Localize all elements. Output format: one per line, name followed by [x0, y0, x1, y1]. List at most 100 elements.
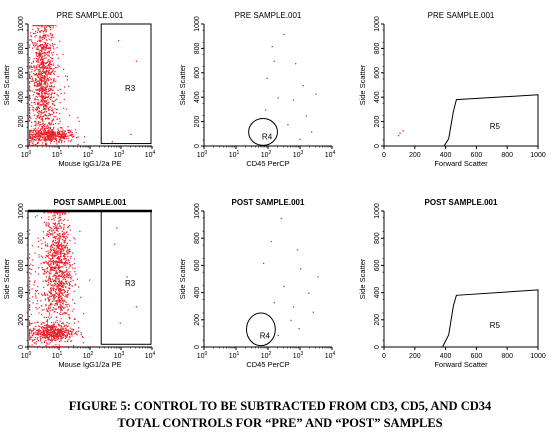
event-dot [29, 77, 31, 79]
event-dot [39, 56, 41, 58]
event-dot [58, 281, 60, 283]
event-dot [50, 94, 52, 96]
event-dot [67, 271, 69, 273]
event-dot [57, 246, 60, 248]
event-dot [74, 262, 76, 265]
event-dot [61, 213, 64, 215]
event-dot [42, 268, 44, 271]
event-dot [52, 243, 54, 245]
event-dot [71, 340, 73, 342]
event-dot [39, 54, 41, 56]
event-dot [60, 297, 62, 299]
event-dot [42, 269, 44, 271]
event-dot [62, 294, 64, 296]
event-dot [38, 138, 40, 140]
event-dot [52, 327, 54, 329]
event-dot [48, 299, 51, 302]
event-dot [65, 275, 67, 277]
event-dot [39, 90, 41, 92]
event-dot [29, 88, 31, 90]
event-dot [52, 259, 54, 262]
event-dot [41, 48, 43, 50]
event-dot [62, 136, 64, 138]
event-dot [47, 263, 49, 265]
event-dot [30, 66, 32, 68]
event-dot [52, 307, 55, 309]
event-dot [50, 123, 53, 125]
event-dot [41, 99, 43, 101]
event-dot [71, 310, 73, 312]
event-dot [47, 307, 49, 309]
event-dot [34, 145, 36, 147]
y-tick-label: 400 [18, 287, 25, 299]
event-dot [41, 67, 43, 69]
event-dot [46, 332, 48, 334]
event-dot [44, 43, 46, 46]
event-dot [46, 334, 48, 336]
event-dot [73, 237, 75, 239]
event-dot [41, 118, 44, 120]
scatter-points [29, 25, 138, 147]
event-dot [58, 264, 60, 266]
event-dot [53, 298, 55, 300]
event-dot [42, 99, 45, 101]
event-dot [57, 133, 59, 135]
event-dot [29, 85, 31, 87]
event-dot [49, 32, 52, 34]
event-dot [52, 334, 54, 336]
event-dot [65, 332, 67, 334]
event-dot [44, 89, 46, 91]
event-dot [47, 243, 49, 245]
event-dot [61, 333, 63, 335]
event-dot [283, 33, 285, 36]
event-dot [47, 64, 49, 66]
event-dot [36, 47, 38, 49]
event-dot [63, 98, 65, 101]
event-dot [60, 328, 62, 331]
x-tick-label: 104 [325, 351, 336, 360]
event-dot [37, 132, 39, 134]
event-dot [48, 138, 50, 140]
event-dot [37, 130, 39, 132]
event-dot [38, 312, 40, 314]
event-dot [47, 139, 49, 141]
event-dot [41, 123, 43, 126]
event-dot [50, 85, 53, 87]
event-dot [47, 96, 49, 98]
event-dot [54, 296, 56, 299]
event-dot [60, 254, 62, 256]
event-dot [41, 305, 43, 307]
event-dot [56, 330, 58, 332]
event-dot [71, 285, 73, 287]
event-dot [37, 85, 39, 87]
event-dot [35, 130, 37, 132]
event-dot [58, 280, 60, 282]
event-dot [43, 112, 45, 114]
event-dot [35, 55, 37, 57]
y-tick-label: 800 [18, 232, 25, 244]
event-dot [46, 331, 48, 333]
event-dot [32, 131, 34, 133]
event-dot [54, 329, 56, 331]
event-dot [62, 277, 64, 279]
event-dot [70, 255, 72, 257]
event-dot [58, 331, 60, 333]
event-dot [55, 344, 57, 346]
event-dot [49, 82, 51, 84]
event-dot [43, 328, 45, 330]
event-dot [36, 40, 39, 42]
event-dot [38, 329, 40, 331]
event-dot [45, 244, 47, 246]
event-dot [48, 252, 50, 254]
event-dot [50, 316, 52, 318]
event-dot [49, 26, 51, 28]
event-dot [39, 96, 41, 98]
event-dot [52, 289, 55, 291]
event-dot [42, 80, 44, 82]
event-dot [29, 73, 31, 75]
event-dot [44, 294, 46, 296]
event-dot [50, 68, 52, 70]
event-dot [46, 93, 48, 95]
x-tick-label: 400 [440, 152, 452, 159]
event-dot [55, 346, 58, 348]
